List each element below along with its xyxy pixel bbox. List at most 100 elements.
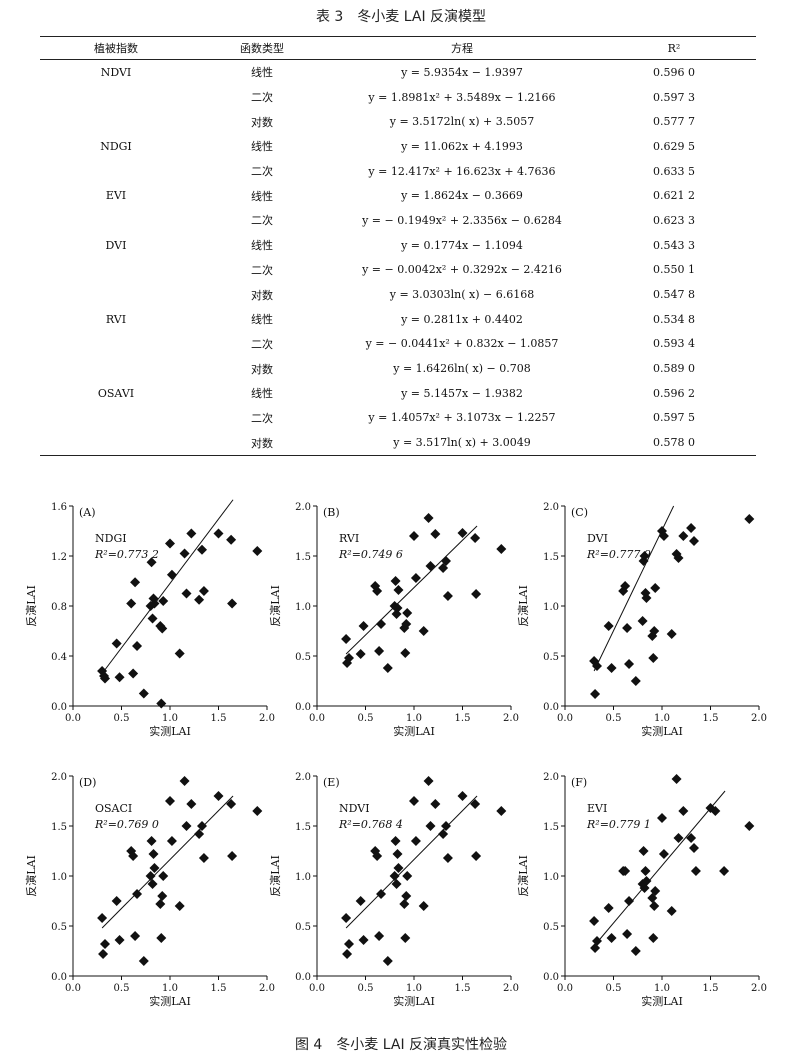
data-point	[341, 913, 352, 923]
data-point	[678, 531, 689, 541]
data-point	[382, 956, 393, 966]
data-point	[157, 623, 168, 634]
y-tick-label: 1.5	[51, 822, 67, 833]
data-point	[457, 528, 468, 538]
data-point	[425, 561, 436, 571]
data-point	[641, 593, 652, 603]
cell-index	[40, 282, 192, 307]
cell-index	[40, 332, 192, 357]
cell-type: 对数	[251, 288, 273, 302]
data-point	[592, 661, 603, 671]
data-point	[382, 663, 393, 673]
y-tick-label: 0.5	[295, 652, 311, 663]
x-tick-label: 2.0	[259, 983, 275, 994]
data-point	[624, 659, 635, 669]
cell-equation: y = 0.2811x + 0.4402	[401, 312, 523, 326]
data-point	[392, 603, 403, 613]
cell-index	[40, 258, 192, 283]
x-tick-label: 1.0	[406, 713, 422, 724]
table-row: NDVI 线性 y = 5.9354x − 1.9397 0.596 0	[40, 60, 756, 85]
data-point	[430, 529, 441, 539]
cell-r2: 0.597 5	[653, 411, 695, 425]
cell-r2: 0.547 8	[653, 288, 695, 302]
table-row: NDGI 线性 y = 11.062x + 4.1993 0.629 5	[40, 134, 756, 159]
panel-letter: (F)	[571, 776, 587, 789]
data-point	[213, 791, 224, 801]
cell-r2: 0.623 3	[653, 213, 695, 227]
x-tick-label: 0.5	[114, 713, 130, 724]
y-tick-label: 1.5	[295, 552, 311, 563]
x-tick-label: 2.0	[259, 713, 275, 724]
data-point	[496, 544, 507, 554]
cell-type: 二次	[251, 263, 273, 277]
data-point	[213, 528, 224, 539]
data-point	[630, 676, 641, 686]
data-point	[657, 813, 667, 823]
index-label: NDGI	[95, 532, 127, 545]
y-tick-label: 0.0	[295, 702, 311, 713]
data-point	[156, 933, 167, 943]
data-point	[710, 806, 721, 816]
cell-type: 线性	[251, 239, 273, 253]
y-tick-label: 1.0	[295, 872, 311, 883]
cell-index: OSAVI	[97, 386, 135, 400]
cell-type: 二次	[251, 91, 273, 105]
cell-type: 二次	[251, 214, 273, 228]
data-point	[358, 621, 369, 631]
data-point	[194, 829, 205, 839]
data-point	[149, 863, 160, 873]
y-tick-label: 1.2	[51, 552, 67, 563]
cell-r2: 0.534 8	[653, 312, 695, 326]
data-point	[689, 843, 700, 853]
cell-r2: 0.550 1	[653, 263, 695, 277]
data-point	[391, 879, 402, 889]
data-point	[376, 619, 387, 629]
data-point	[666, 906, 677, 916]
y-tick-label: 0.5	[295, 922, 311, 933]
cell-equation: y = 1.4057x² + 3.1073x − 1.2257	[368, 411, 556, 425]
data-point	[341, 634, 352, 644]
validation-figure: 0.0 0.5 1.0 1.5 2.0 0.0 0.4 0.8 1.2 1.6 实测LAI 反演LAI…	[24, 499, 767, 1008]
cell-r2: 0.577 7	[653, 115, 695, 129]
data-point	[97, 913, 108, 923]
x-axis-label: 实测LAI	[641, 994, 683, 1008]
data-point	[624, 896, 635, 906]
y-tick-label: 2.0	[51, 772, 67, 783]
data-point	[671, 774, 682, 784]
data-point	[155, 899, 166, 909]
table-row: 二次 y = 1.8981x² + 3.5489x − 1.2166 0.597 3	[40, 85, 756, 110]
r2-label: R²=0.773 2	[94, 548, 159, 561]
data-point	[400, 933, 411, 943]
cell-equation: y = − 0.1949x² + 2.3356x − 0.6284	[362, 213, 562, 227]
index-label: DVI	[587, 532, 608, 545]
data-point	[174, 648, 185, 659]
cell-r2: 0.633 5	[653, 164, 695, 178]
y-tick-label: 0.5	[51, 922, 67, 933]
y-tick-label: 0.8	[51, 602, 67, 613]
data-point	[401, 891, 412, 901]
index-label: RVI	[339, 532, 359, 545]
cell-index	[40, 406, 192, 431]
data-point	[128, 668, 139, 679]
cell-equation: y = 5.1457x − 1.9382	[401, 386, 523, 400]
y-tick-label: 0.0	[51, 972, 67, 983]
header-type: 函数类型	[192, 36, 332, 60]
data-point	[401, 619, 412, 629]
data-point	[158, 596, 169, 606]
x-tick-label: 0.0	[65, 713, 81, 724]
data-point	[441, 556, 452, 566]
data-point	[390, 576, 401, 586]
regression-line	[101, 795, 234, 929]
data-point	[649, 901, 660, 911]
cell-r2: 0.543 3	[653, 238, 695, 252]
header-equation: 方程	[332, 36, 592, 60]
data-point	[639, 883, 650, 893]
cell-index	[40, 356, 192, 381]
cell-equation: y = − 0.0441x² + 0.832x − 1.0857	[365, 337, 559, 351]
x-tick-label: 1.5	[703, 713, 719, 724]
data-point	[650, 886, 661, 896]
data-point	[149, 598, 160, 609]
data-point	[399, 899, 410, 909]
cell-type: 线性	[251, 66, 273, 80]
cell-equation: y = 1.8624x − 0.3669	[401, 189, 523, 203]
